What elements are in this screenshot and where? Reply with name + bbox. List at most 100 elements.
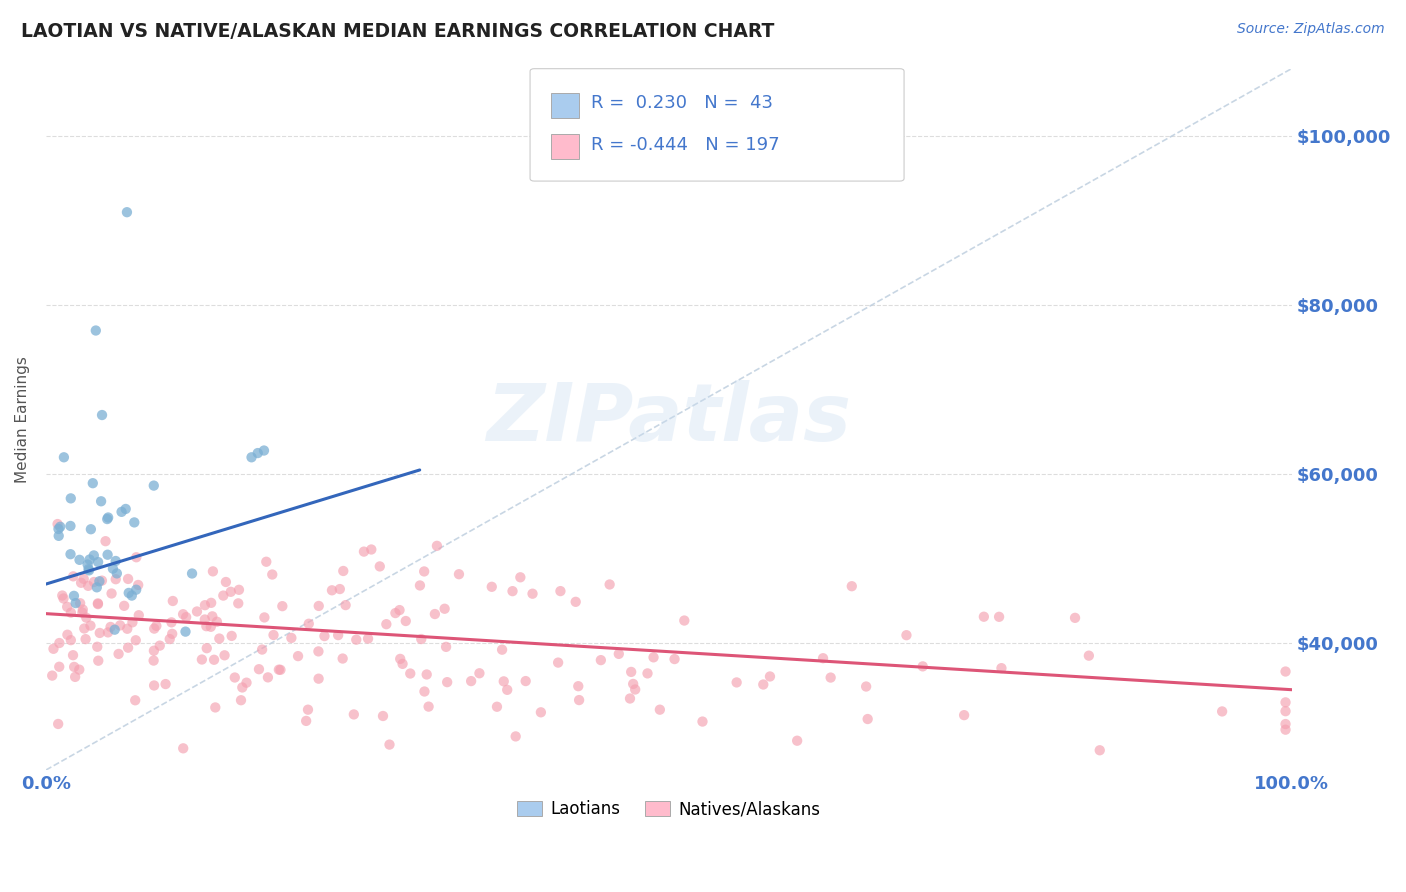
Point	[94, 534, 117, 549]
Point	[664, 652, 686, 666]
Point	[564, 595, 586, 609]
Point	[911, 659, 934, 673]
Point	[415, 667, 437, 681]
Point	[195, 619, 218, 633]
Point	[375, 617, 398, 632]
Point	[214, 648, 236, 663]
Point	[335, 598, 357, 612]
Point	[567, 679, 589, 693]
Text: LAOTIAN VS NATIVE/ALASKAN MEDIAN EARNINGS CORRELATION CHART: LAOTIAN VS NATIVE/ALASKAN MEDIAN EARNING…	[21, 22, 775, 41]
Point	[326, 628, 349, 642]
Point	[399, 666, 422, 681]
Text: R =  0.230   N =  43: R = 0.230 N = 43	[591, 94, 772, 112]
Point	[162, 594, 184, 608]
Point	[509, 570, 531, 584]
Point	[1274, 723, 1296, 737]
Point	[51, 589, 73, 603]
Point	[308, 599, 330, 613]
Point	[280, 631, 302, 645]
Point	[973, 609, 995, 624]
Point	[637, 666, 659, 681]
Point	[436, 675, 458, 690]
Point	[91, 574, 114, 588]
Point	[69, 553, 91, 567]
Point	[820, 671, 842, 685]
Point	[307, 644, 329, 658]
Point	[65, 596, 87, 610]
Point	[235, 675, 257, 690]
Point	[215, 574, 238, 589]
Point	[205, 615, 228, 629]
Point	[332, 564, 354, 578]
Point	[52, 591, 75, 606]
Point	[100, 586, 122, 600]
Point	[42, 641, 65, 656]
Point	[172, 607, 194, 622]
Point	[759, 669, 782, 683]
Point	[547, 656, 569, 670]
Point	[91, 408, 114, 422]
Point	[63, 589, 86, 603]
Point	[86, 580, 108, 594]
Point	[174, 624, 197, 639]
Point	[59, 547, 82, 561]
Point	[79, 552, 101, 566]
Point	[48, 636, 70, 650]
Point	[114, 502, 136, 516]
Point	[1064, 611, 1087, 625]
Point	[125, 633, 148, 648]
Point	[1274, 665, 1296, 679]
Point	[620, 665, 643, 679]
Point	[269, 663, 291, 677]
Point	[200, 620, 222, 634]
Point	[90, 494, 112, 508]
Point	[250, 642, 273, 657]
Point	[194, 598, 217, 612]
Point	[447, 567, 470, 582]
Point	[104, 554, 127, 568]
Point	[247, 662, 270, 676]
Point	[254, 555, 277, 569]
Point	[80, 522, 103, 536]
Point	[344, 632, 367, 647]
Point	[752, 677, 775, 691]
Point	[97, 548, 120, 562]
Point	[550, 584, 572, 599]
Point	[110, 505, 132, 519]
Point	[856, 712, 879, 726]
Point	[117, 640, 139, 655]
Point	[253, 443, 276, 458]
Point	[142, 478, 165, 492]
Point	[530, 706, 553, 720]
Point	[409, 578, 432, 592]
Point	[725, 675, 748, 690]
Point	[460, 674, 482, 689]
Point	[515, 674, 537, 689]
Point	[589, 653, 612, 667]
Point	[418, 699, 440, 714]
Point	[426, 539, 449, 553]
Point	[692, 714, 714, 729]
Point	[105, 566, 128, 581]
Point	[389, 652, 412, 666]
Point	[46, 717, 69, 731]
Point	[263, 628, 285, 642]
Point	[59, 519, 82, 533]
Point	[121, 589, 143, 603]
Point	[104, 572, 127, 586]
Point	[87, 596, 110, 610]
Point	[104, 623, 127, 637]
Point	[1274, 704, 1296, 718]
Point	[433, 601, 456, 615]
Point	[262, 567, 284, 582]
Point	[212, 589, 235, 603]
Point	[124, 693, 146, 707]
Point	[343, 707, 366, 722]
Point	[231, 681, 253, 695]
Point	[360, 542, 382, 557]
Point	[329, 582, 352, 596]
Point	[246, 446, 269, 460]
Point	[298, 616, 321, 631]
Point	[643, 650, 665, 665]
Point	[79, 618, 101, 632]
